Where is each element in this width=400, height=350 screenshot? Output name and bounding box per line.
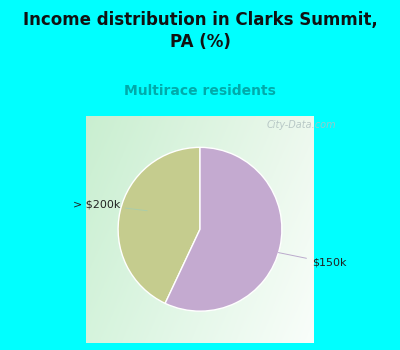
Wedge shape: [118, 147, 200, 303]
Text: > $200k: > $200k: [73, 200, 147, 211]
Text: City-Data.com: City-Data.com: [267, 120, 336, 130]
Text: Income distribution in Clarks Summit,
PA (%): Income distribution in Clarks Summit, PA…: [23, 10, 377, 51]
Wedge shape: [165, 147, 282, 311]
Text: Multirace residents: Multirace residents: [124, 84, 276, 98]
Text: $150k: $150k: [278, 253, 346, 268]
